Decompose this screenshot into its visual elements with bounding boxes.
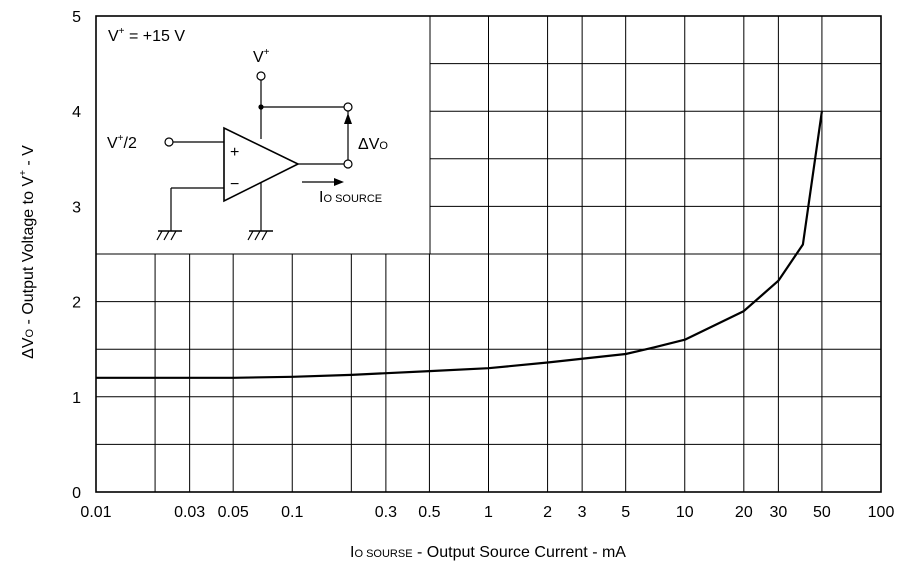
x-tick-label: 0.03 <box>174 504 205 521</box>
y-tick-label: 3 <box>72 199 81 216</box>
x-tick-label: 0.1 <box>281 504 303 521</box>
y-tick-label: 1 <box>72 390 81 407</box>
opamp-minus-sign: − <box>230 176 239 193</box>
vplus-terminal <box>256 71 266 81</box>
series-line <box>96 111 823 379</box>
input-terminal <box>164 137 174 147</box>
x-tick-label: 20 <box>735 504 753 521</box>
y-tick-labels: 0 1 2 3 4 5 <box>72 9 81 502</box>
x-tick-label: 1 <box>484 504 493 521</box>
y-tick-label: 4 <box>72 104 81 121</box>
x-tick-label: 0.5 <box>418 504 440 521</box>
inset-input-text: V+/2 <box>107 133 137 152</box>
x-tick-label: 0.01 <box>80 504 111 521</box>
opamp-plus-sign: + <box>230 144 239 161</box>
y-tick-label: 0 <box>72 485 81 502</box>
ground-symbol-right-icon <box>247 230 273 241</box>
output-terminal <box>343 159 353 169</box>
x-tick-label: 0.3 <box>375 504 397 521</box>
top-output-terminal <box>343 102 353 112</box>
x-axis-title: IO SOURSE - Output Source Current - mA <box>350 544 626 561</box>
plot-frame <box>95 15 882 493</box>
x-tick-label: 3 <box>578 504 587 521</box>
x-tick-label: 5 <box>621 504 630 521</box>
x-tick-label: 50 <box>813 504 831 521</box>
delta-vo-arrowhead-icon <box>344 113 352 124</box>
x-tick-labels: 0.01 0.03 0.05 0.1 0.3 0.5 1 2 3 5 10 20 30 50 100 <box>80 504 894 521</box>
inset-schematic: V+ = +15 V V+ + − V+/2 <box>96 16 431 255</box>
y-tick-label: 5 <box>72 9 81 26</box>
inset-vplus-text: V+ <box>253 47 270 66</box>
curve-layer <box>96 111 823 379</box>
y-tick-label: 2 <box>72 295 81 312</box>
ground-symbol-left-icon <box>156 230 182 241</box>
inset-delta-vo-text: ΔVO <box>358 136 388 153</box>
x-tick-label: 30 <box>769 504 787 521</box>
inset-current-text: IO SOURCE <box>319 189 382 206</box>
current-arrowhead-icon <box>334 178 344 186</box>
x-tick-label: 2 <box>543 504 552 521</box>
x-tick-label: 10 <box>676 504 694 521</box>
inset-supply-text: V+ = +15 V <box>108 26 185 45</box>
y-axis-title: ΔVO - Output Voltage to V+ - V <box>18 145 37 359</box>
inset-background <box>96 16 430 254</box>
x-tick-label: 100 <box>868 504 895 521</box>
x-tick-label: 0.05 <box>218 504 249 521</box>
